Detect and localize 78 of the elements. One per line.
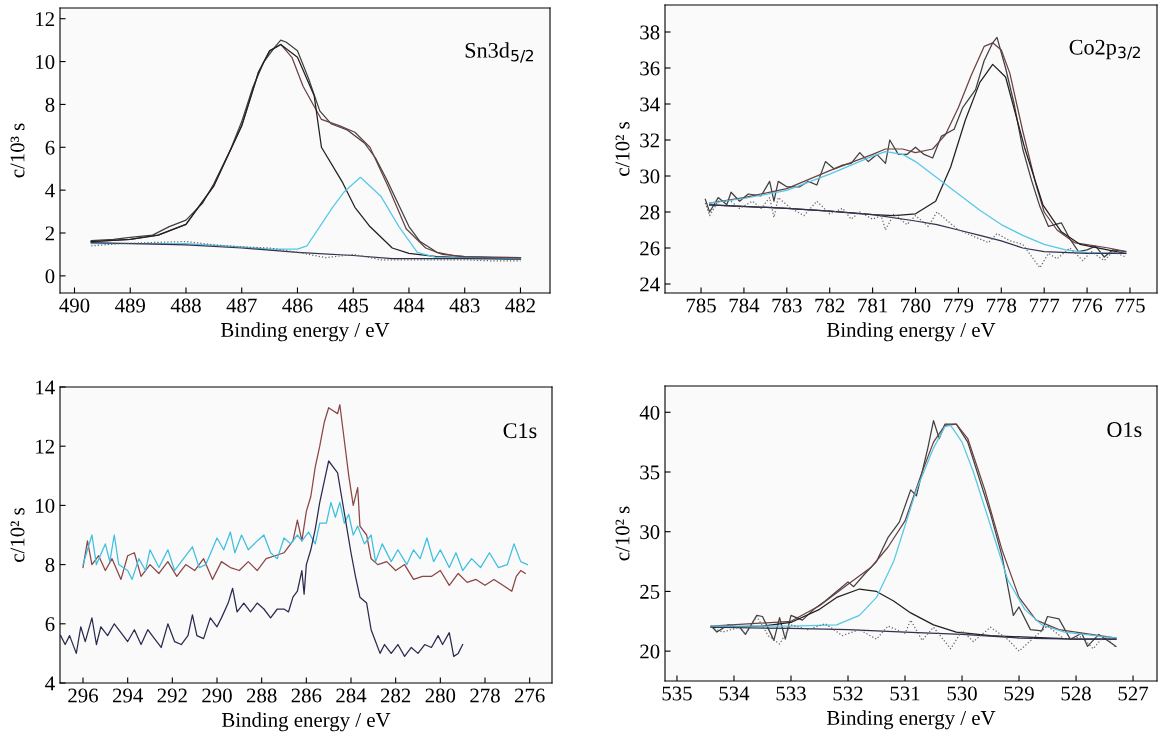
x-tick-label: 535 — [662, 686, 692, 701]
x-tick-label: 488 — [170, 298, 201, 313]
x-tick-label: 292 — [157, 688, 187, 703]
y-tick-label: 4 — [45, 676, 55, 691]
y-axis-title: c/10³ s — [10, 123, 25, 178]
y-tick-label: 6 — [45, 140, 55, 155]
x-tick-label: 288 — [246, 688, 277, 703]
x-tick-label: 527 — [1118, 686, 1149, 701]
y-tick-label: 12 — [36, 439, 54, 454]
x-tick-label: 785 — [686, 298, 716, 313]
y-tick-label: 12 — [36, 12, 54, 26]
y-tick-label: 24 — [640, 277, 660, 292]
x-tick-label: 776 — [1072, 298, 1103, 313]
annotation: C1s — [503, 423, 537, 439]
x-tick-label: 294 — [112, 688, 143, 703]
y-tick-label: 6 — [45, 617, 55, 632]
y-tick-label: 34 — [640, 97, 660, 112]
x-axis-title: Binding energy / eV — [827, 322, 996, 342]
y-axis-title: c/10² s — [615, 122, 630, 176]
y-tick-label: 0 — [45, 269, 55, 284]
x-tick-label: 486 — [282, 298, 313, 313]
x-tick-label: 482 — [505, 298, 535, 313]
x-tick-label: 290 — [202, 688, 232, 703]
x-tick-label: 778 — [987, 298, 1017, 313]
y-tick-label: 28 — [640, 205, 660, 220]
y-axis-title: c/10² s — [615, 506, 630, 561]
annotation: Co2p$_{3/2}$ — [1069, 39, 1140, 60]
x-tick-label: 296 — [68, 688, 99, 703]
x-tick-label: 484 — [393, 298, 425, 313]
annotation: O1s — [1107, 422, 1142, 438]
y-tick-label: 4 — [45, 183, 55, 198]
x-tick-label: 485 — [338, 298, 369, 313]
x-tick-label: 286 — [291, 688, 322, 703]
x-axis-title: Binding energy / eV — [222, 712, 391, 732]
y-tick-label: 20 — [640, 644, 660, 659]
y-tick-label: 35 — [640, 465, 660, 480]
y-tick-label: 30 — [640, 169, 660, 184]
x-tick-label: 282 — [380, 688, 411, 703]
y-tick-label: 30 — [640, 525, 660, 540]
y-tick-label: 10 — [36, 498, 55, 513]
annotation: Sn3d$_{5/2}$ — [465, 42, 534, 63]
x-tick-label: 534 — [719, 686, 750, 701]
y-tick-label: 26 — [640, 241, 660, 256]
x-tick-label: 775 — [1115, 298, 1145, 313]
x-tick-label: 490 — [59, 298, 90, 313]
x-tick-label: 530 — [947, 686, 977, 701]
x-tick-label: 783 — [772, 298, 802, 313]
x-tick-label: 528 — [1061, 686, 1091, 701]
y-axis-title: c/10² s — [10, 508, 25, 562]
y-tick-label: 40 — [639, 405, 660, 420]
x-axis-title: Binding energy / eV — [827, 710, 996, 730]
y-tick-label: 8 — [45, 97, 55, 112]
y-tick-label: 32 — [640, 133, 659, 148]
x-tick-label: 784 — [729, 298, 760, 313]
x-tick-label: 781 — [858, 298, 887, 313]
y-tick-label: 8 — [45, 557, 55, 573]
x-tick-label: 780 — [901, 298, 931, 313]
x-tick-label: 489 — [115, 298, 146, 313]
y-tick-label: 38 — [640, 25, 660, 40]
x-tick-label: 487 — [226, 298, 257, 313]
x-tick-label: 529 — [1004, 686, 1034, 701]
y-tick-label: 10 — [36, 54, 55, 69]
y-tick-label: 36 — [640, 61, 660, 76]
x-tick-label: 280 — [425, 688, 456, 703]
x-tick-label: 276 — [514, 688, 545, 703]
x-tick-label: 533 — [776, 686, 806, 701]
x-axis-title: Binding energy / eV — [221, 322, 390, 342]
x-tick-label: 779 — [944, 298, 974, 313]
x-tick-label: 284 — [336, 688, 367, 703]
y-tick-label: 14 — [36, 380, 55, 395]
y-tick-label: 2 — [45, 226, 54, 241]
x-tick-label: 532 — [833, 686, 863, 701]
x-tick-label: 782 — [815, 298, 845, 313]
x-tick-label: 777 — [1029, 298, 1060, 313]
x-tick-label: 278 — [470, 688, 500, 703]
x-tick-label: 483 — [449, 298, 480, 313]
x-tick-label: 531 — [890, 686, 920, 701]
y-tick-label: 25 — [640, 584, 660, 599]
